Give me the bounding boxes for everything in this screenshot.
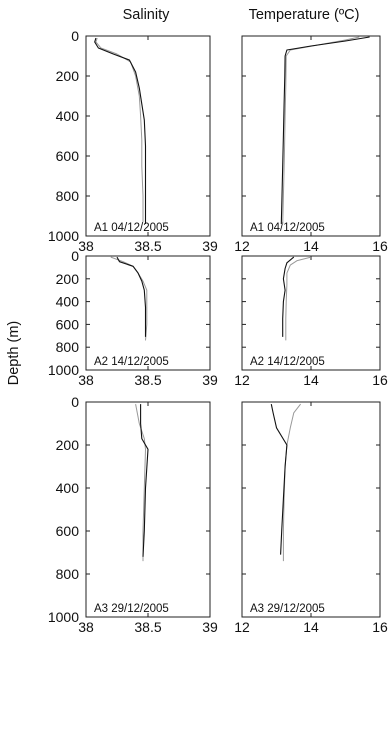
panel-frame: [241, 255, 381, 371]
column-title-salinity: Salinity: [123, 7, 170, 23]
x-tick-label: 14: [303, 372, 319, 388]
panel-4: 12 14 16 A2 14/12/2005: [234, 255, 388, 388]
y-tick-label: 0: [71, 28, 79, 44]
y-tick-label: 1000: [48, 609, 79, 625]
series-line-2: [285, 256, 312, 341]
x-tick-label: 39: [202, 372, 218, 388]
x-tick-label: 16: [372, 619, 388, 635]
y-tick-label: 200: [56, 437, 80, 453]
x-tick-label: 38.5: [134, 619, 161, 635]
panel-6: 12 14 16 A3 29/12/2005: [234, 401, 388, 635]
y-tick-label: 600: [56, 316, 80, 332]
series-line-2: [110, 256, 148, 341]
panel-frame: [85, 255, 211, 371]
x-tick-label: 12: [234, 372, 250, 388]
y-tick-label: 200: [56, 68, 80, 84]
panel-3: 38 38.5 39 0 200 400 600 800 1000 A2 14/12/2005: [48, 248, 218, 388]
panel-annotation: A1 04/12/2005: [94, 222, 169, 234]
series-line-2: [95, 37, 144, 222]
x-tick-label: 12: [234, 619, 250, 635]
y-tick-label: 0: [71, 394, 79, 410]
y-tick-label: 600: [56, 148, 80, 164]
x-tick-label: 38.5: [134, 238, 161, 254]
series-line-1: [94, 37, 147, 224]
y-tick-label: 800: [56, 188, 80, 204]
y-tick-label: 800: [56, 566, 80, 582]
x-tick-label: 39: [202, 619, 218, 635]
series-line-2: [282, 403, 301, 562]
panel-frame: [241, 35, 381, 237]
series-line-2: [282, 36, 360, 225]
y-tick-label: 400: [56, 480, 80, 496]
y-tick-label: 400: [56, 294, 80, 310]
panel-frame: [241, 401, 381, 618]
panel-1: 38 38.5 39 0 200 400 600 800 1000 A1 04/12/2005: [48, 28, 218, 254]
panel-annotation: A3 29/12/2005: [250, 603, 325, 615]
x-tick-label: 16: [372, 372, 388, 388]
panel-2: 12 14 16 A1 04/12/2005: [234, 35, 388, 254]
panel-5: 38 38.5 39 0 200 400 600 800 1000 A3 29/12/2005: [48, 394, 218, 635]
series-line-1: [270, 403, 288, 555]
y-tick-label: 1000: [48, 362, 79, 378]
y-tick-label: 200: [56, 271, 80, 287]
x-tick-label: 38: [78, 238, 94, 254]
x-tick-label: 12: [234, 238, 250, 254]
series-line-1: [140, 404, 149, 557]
y-axis-label: Depth (m): [6, 321, 22, 385]
x-tick-label: 14: [303, 238, 319, 254]
series-line-1: [282, 256, 295, 337]
panel-annotation: A1 04/12/2005: [250, 222, 325, 234]
panel-frame: [85, 35, 211, 237]
x-tick-label: 38: [78, 619, 94, 635]
column-title-temperature: Temperature (ºC): [249, 7, 360, 23]
x-tick-label: 38: [78, 372, 94, 388]
y-tick-label: 600: [56, 523, 80, 539]
x-tick-label: 38.5: [134, 372, 161, 388]
y-tick-label: 800: [56, 339, 80, 355]
y-tick-label: 1000: [48, 228, 79, 244]
x-tick-label: 16: [372, 238, 388, 254]
series-line-2: [135, 404, 146, 562]
y-tick-label: 400: [56, 108, 80, 124]
x-tick-label: 39: [202, 238, 218, 254]
y-tick-label: 0: [71, 248, 79, 264]
panel-annotation: A2 14/12/2005: [250, 356, 325, 368]
series-line-1: [280, 36, 370, 225]
panel-annotation: A2 14/12/2005: [94, 356, 169, 368]
panel-frame: [85, 401, 211, 618]
series-line-1: [116, 256, 147, 337]
x-tick-label: 14: [303, 619, 319, 635]
panel-annotation: A3 29/12/2005: [94, 603, 169, 615]
